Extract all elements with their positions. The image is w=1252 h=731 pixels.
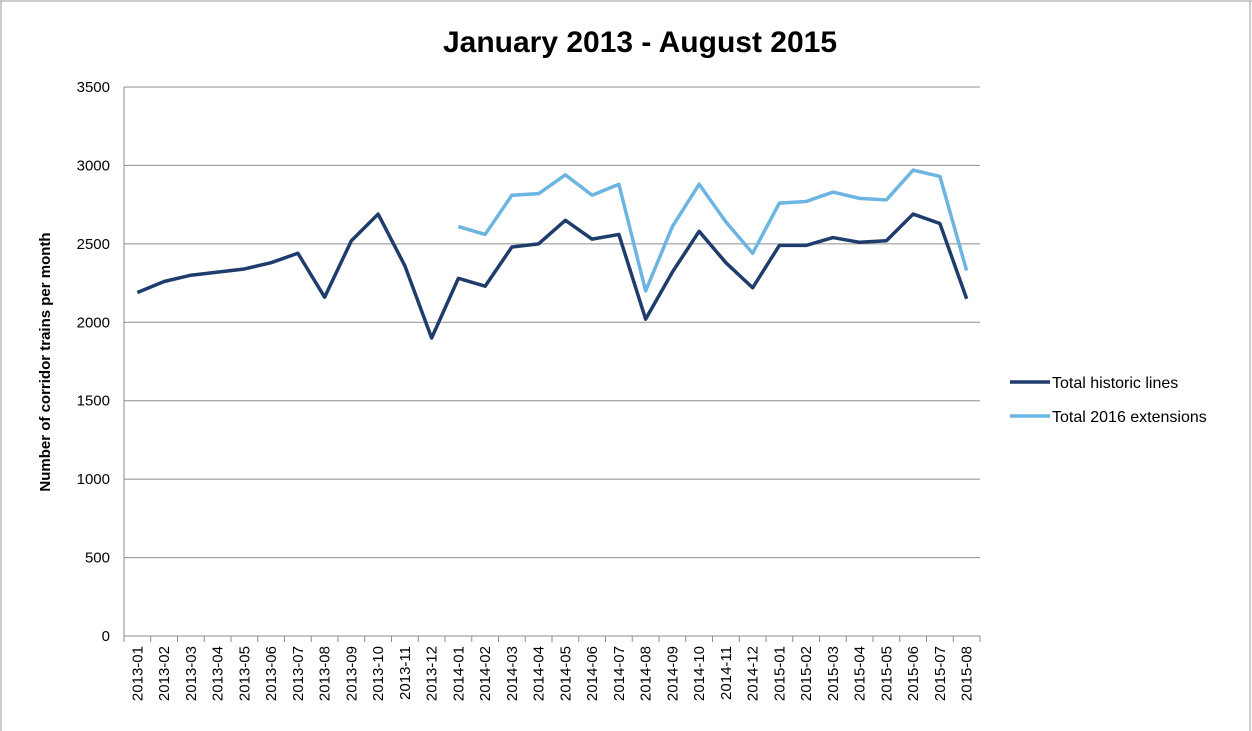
x-tick-label: 2015-05 (878, 646, 895, 701)
x-tick-label: 2013-08 (317, 646, 334, 701)
y-tick-label: 500 (85, 550, 110, 567)
x-tick-label: 2014-10 (691, 646, 708, 701)
x-tick-label: 2013-05 (236, 646, 253, 701)
legend-label: Total 2016 extensions (1052, 409, 1207, 426)
chart-title: January 2013 - August 2015 (443, 26, 837, 59)
x-tick-label: 2013-03 (183, 646, 200, 701)
x-tick-label: 2014-02 (477, 646, 494, 701)
x-tick-label: 2014-12 (745, 646, 762, 701)
y-tick-label: 0 (102, 628, 110, 645)
y-tick-label: 2000 (77, 314, 110, 331)
x-tick-label: 2015-06 (905, 646, 922, 701)
y-tick-label: 3000 (77, 157, 110, 174)
x-tick-label: 2015-07 (932, 646, 949, 701)
x-tick-label: 2014-01 (450, 646, 467, 701)
y-tick-label: 3500 (77, 79, 110, 96)
x-tick-label: 2013-06 (263, 646, 280, 701)
x-tick-label: 2013-11 (397, 646, 414, 700)
x-tick-label: 2014-05 (557, 646, 574, 701)
x-tick-label: 2015-01 (771, 646, 788, 701)
x-tick-label: 2013-04 (210, 646, 227, 701)
x-tick-label: 2014-04 (531, 646, 548, 701)
x-tick-label: 2014-06 (584, 646, 601, 701)
x-tick-label: 2015-04 (852, 646, 869, 701)
series-line (457, 168, 969, 293)
y-tick-label: 1000 (77, 471, 110, 488)
series-line (136, 212, 969, 340)
x-tick-label: 2013-02 (156, 646, 173, 701)
x-tick-label: 2015-08 (959, 646, 976, 701)
x-tick-label: 2013-09 (343, 646, 360, 701)
x-tick-label: 2014-07 (611, 646, 628, 701)
y-tick-label: 2500 (77, 236, 110, 253)
x-tick-label: 2015-03 (825, 646, 842, 701)
x-tick-label: 2013-07 (290, 646, 307, 701)
x-tick-label: 2014-03 (504, 646, 521, 701)
x-tick-label: 2014-08 (638, 646, 655, 701)
x-tick-label: 2014-11 (718, 646, 735, 700)
x-tick-label: 2013-01 (129, 646, 146, 701)
y-tick-label: 1500 (77, 393, 110, 410)
x-tick-label: 2013-10 (370, 646, 387, 701)
legend-label: Total historic lines (1052, 375, 1178, 392)
x-tick-label: 2013-12 (424, 646, 441, 701)
x-tick-label: 2014-09 (664, 646, 681, 701)
x-tick-label: 2015-02 (798, 646, 815, 701)
y-axis-label: Number of corridor trains per month (37, 232, 54, 491)
